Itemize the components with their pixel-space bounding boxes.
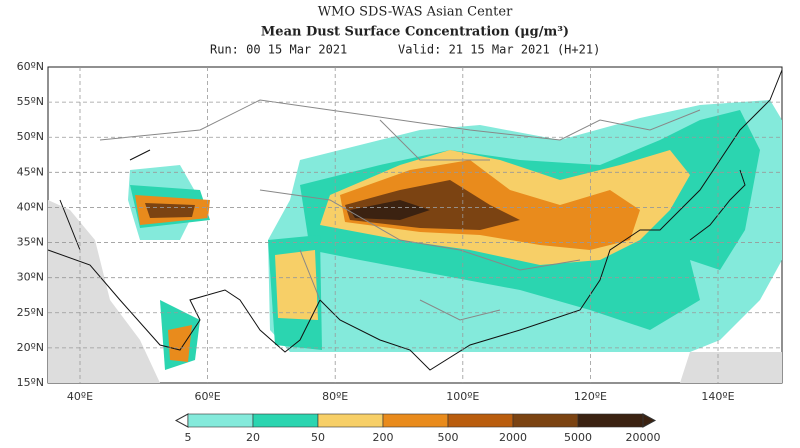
lat-label: 25ºN bbox=[17, 306, 44, 319]
lat-label: 35ºN bbox=[17, 236, 44, 249]
colorbar-label: 5 bbox=[185, 431, 192, 444]
lon-label: 100ºE bbox=[446, 390, 479, 403]
colorbar-segment bbox=[382, 413, 449, 428]
map bbox=[47, 66, 783, 384]
lat-label: 30ºN bbox=[17, 271, 44, 284]
valid-time: Valid: 21 15 Mar 2021 (H+21) bbox=[398, 43, 600, 57]
lat-label: 45ºN bbox=[17, 165, 44, 178]
colorbar-label: 20 bbox=[246, 431, 260, 444]
lon-label: 40ºE bbox=[67, 390, 93, 403]
colorbar-label: 20000 bbox=[626, 431, 661, 444]
colorbar-label: 500 bbox=[438, 431, 459, 444]
colorbar-segment bbox=[252, 413, 319, 428]
colorbar-segment bbox=[577, 413, 644, 428]
colorbar-segment bbox=[447, 413, 514, 428]
colorbar-segment bbox=[512, 413, 579, 428]
colorbar-label: 5000 bbox=[564, 431, 592, 444]
lon-label: 60ºE bbox=[195, 390, 221, 403]
run-time: Run: 00 15 Mar 2021 bbox=[210, 43, 347, 57]
lon-label: 120ºE bbox=[574, 390, 607, 403]
lon-label: 140ºE bbox=[701, 390, 734, 403]
lon-label: 80ºE bbox=[322, 390, 348, 403]
lat-label: 50ºN bbox=[17, 130, 44, 143]
dust-dark bbox=[350, 200, 430, 220]
colorbar-label: 50 bbox=[311, 431, 325, 444]
no-data bbox=[48, 200, 782, 383]
coastlines bbox=[47, 69, 783, 371]
lat-label: 20ºN bbox=[17, 341, 44, 354]
subtitle: Mean Dust Surface Concentration (μg/m³) bbox=[261, 25, 569, 40]
lat-label: 40ºN bbox=[17, 200, 44, 213]
colorbar-segment bbox=[187, 413, 254, 428]
title: WMO SDS-WAS Asian Center bbox=[318, 5, 513, 20]
colorbar-over bbox=[642, 413, 657, 428]
colorbar-label: 2000 bbox=[499, 431, 527, 444]
colorbar-label: 200 bbox=[373, 431, 394, 444]
lat-label: 55ºN bbox=[17, 95, 44, 108]
colorbar-under bbox=[174, 413, 189, 428]
colorbar-segment bbox=[317, 413, 384, 428]
lat-label: 60ºN bbox=[17, 60, 44, 73]
lat-label: 15ºN bbox=[17, 376, 44, 389]
